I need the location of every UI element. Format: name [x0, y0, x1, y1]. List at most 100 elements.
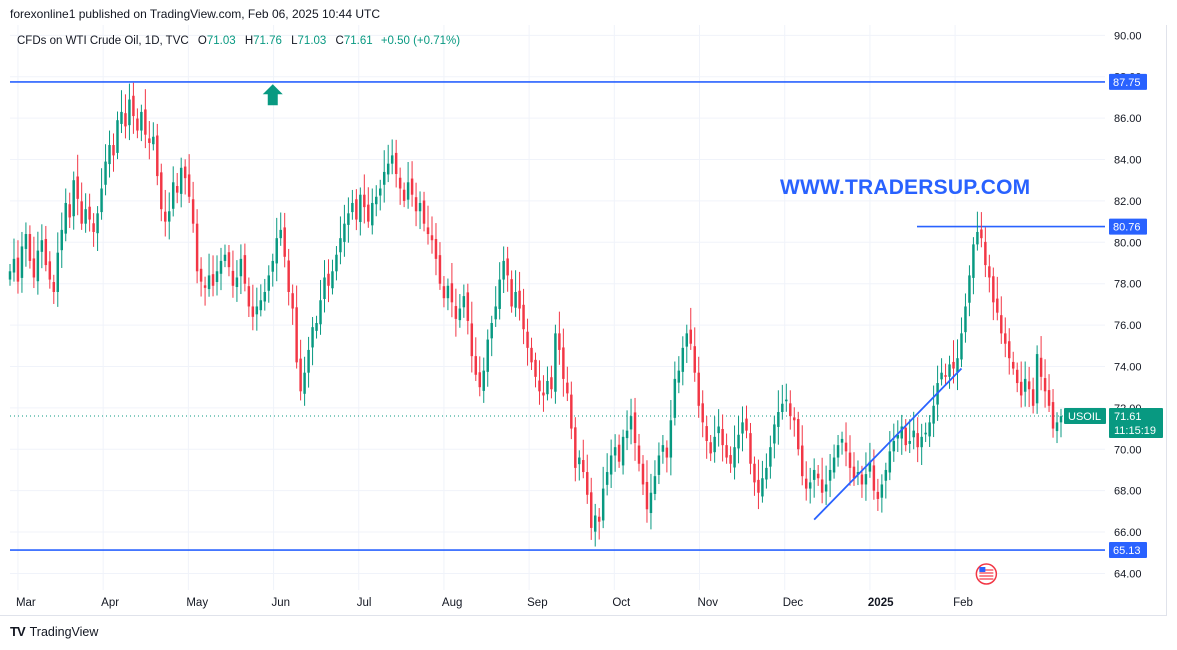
candle-body: [478, 372, 481, 388]
candle-body: [108, 145, 111, 165]
horizontal-levels: [10, 81, 1105, 551]
candle-body: [28, 234, 32, 261]
tradingview-brand-text: TradingView: [29, 624, 99, 639]
candle-body: [156, 135, 159, 177]
candle-body: [382, 171, 386, 185]
candle-body: [1019, 381, 1023, 396]
candle-body: [8, 271, 12, 280]
candle-body: [1035, 354, 1039, 404]
candle-body: [781, 403, 784, 413]
chart-frame[interactable]: [0, 25, 1167, 616]
candle-body: [928, 422, 931, 437]
candle-body: [649, 492, 653, 514]
candle-body: [243, 255, 247, 284]
candle-body: [593, 515, 597, 532]
candle-body: [231, 270, 235, 286]
candle-body: [259, 300, 263, 311]
x-tick-label: Dec: [783, 597, 804, 609]
candle-body: [271, 260, 274, 272]
candle-body: [590, 492, 593, 528]
candle-body: [629, 416, 633, 430]
candle-body: [609, 455, 613, 475]
candle-body: [689, 329, 692, 344]
candle-body: [458, 308, 462, 321]
candle-body: [574, 427, 577, 468]
candle-body: [804, 478, 808, 489]
candle-body: [466, 292, 470, 321]
candle-body: [490, 323, 493, 339]
candle-body: [339, 238, 342, 253]
candle-body: [68, 204, 71, 218]
x-tick-label: Apr: [101, 597, 119, 609]
open-label: O: [197, 35, 207, 47]
candle-body: [24, 234, 28, 249]
candle-body: [323, 277, 326, 300]
candle-body: [116, 120, 119, 153]
candle-body: [442, 286, 446, 299]
price-tags: 87.75 80.76 65.13 USOIL 71.61 11:15:19: [975, 73, 1163, 585]
x-tick-label: May: [186, 597, 208, 609]
candle-body: [749, 433, 752, 464]
candle-body: [418, 202, 422, 212]
candle-body: [797, 419, 800, 450]
candle-body: [315, 323, 318, 331]
candle-body: [164, 211, 167, 222]
candle-body: [410, 178, 414, 195]
candle-body: [72, 180, 75, 217]
candle-body: [538, 380, 541, 392]
candle-body: [486, 339, 489, 372]
candle-body: [347, 213, 350, 225]
time-axis: Mar Apr May Jun Jul Aug Sep Oct Nov Dec 2025 Feb: [16, 597, 973, 609]
candle-body: [518, 290, 521, 309]
y-tick-label: 68.00: [1114, 486, 1142, 498]
candle-body: [211, 274, 215, 286]
candle-body: [76, 176, 79, 199]
candle-body: [514, 291, 517, 308]
candle-body: [542, 392, 545, 396]
close-label: C: [335, 35, 344, 47]
candle-body: [562, 347, 565, 379]
candle-body: [761, 478, 764, 497]
candle-body: [637, 445, 641, 464]
candle-body: [685, 333, 689, 347]
x-tick-label: 2025: [868, 597, 894, 609]
candle-body: [251, 306, 255, 317]
candle-body: [1000, 315, 1003, 334]
candle-body: [733, 447, 736, 468]
candle-body: [223, 254, 227, 261]
candle-body: [291, 293, 294, 309]
candle-body: [239, 258, 243, 277]
level-price-tag: [1109, 542, 1147, 559]
footer-brand: TV TradingView: [10, 624, 98, 639]
candle-body: [140, 111, 143, 131]
candle-body: [765, 467, 768, 480]
candle-body: [474, 356, 478, 375]
candle-body: [152, 136, 155, 145]
candle-body: [586, 472, 589, 495]
up-arrow-icon: [262, 84, 283, 106]
x-tick-label: Oct: [612, 597, 631, 609]
y-tick-label: 70.00: [1114, 444, 1142, 456]
candle-body: [848, 452, 852, 468]
candle-body: [808, 482, 812, 489]
y-tick-label: 64.00: [1114, 568, 1142, 580]
candle-body: [777, 412, 780, 427]
candle-body: [434, 238, 438, 259]
candle-body: [617, 444, 621, 462]
candle-body: [757, 479, 760, 493]
candle-body: [904, 427, 907, 446]
candle-body: [148, 138, 151, 143]
candle-body: [132, 95, 135, 117]
candle-body: [948, 364, 951, 377]
candle-body: [641, 463, 645, 485]
candle-body: [1023, 378, 1027, 392]
x-tick-label: Jun: [272, 597, 291, 609]
candle-body: [191, 199, 195, 224]
candle-body: [295, 307, 298, 363]
candle-body: [203, 285, 207, 288]
candle-body: [705, 426, 708, 441]
candle-body: [832, 457, 836, 473]
x-tick-label: Nov: [698, 597, 719, 609]
candle-body: [506, 258, 509, 276]
